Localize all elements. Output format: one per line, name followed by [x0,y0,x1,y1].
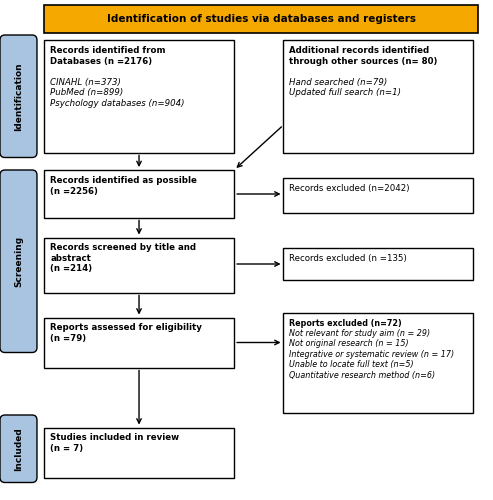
Text: (n =79): (n =79) [50,334,86,343]
Text: Identification of studies via databases and registers: Identification of studies via databases … [107,14,416,24]
Text: (n =2256): (n =2256) [50,186,98,196]
FancyBboxPatch shape [0,415,37,482]
FancyBboxPatch shape [0,170,37,352]
Text: Reports excluded (n=72): Reports excluded (n=72) [289,318,402,328]
Text: Hand searched (n=79): Hand searched (n=79) [289,78,387,86]
FancyBboxPatch shape [44,238,234,292]
FancyBboxPatch shape [44,318,234,368]
Text: Records screened by title and: Records screened by title and [50,244,196,252]
FancyBboxPatch shape [44,170,234,218]
FancyBboxPatch shape [0,35,37,158]
Text: PubMed (n=899): PubMed (n=899) [50,88,124,97]
FancyBboxPatch shape [44,5,478,32]
Text: (n = 7): (n = 7) [50,444,83,453]
Text: Unable to locate full text (n=5): Unable to locate full text (n=5) [289,360,414,370]
FancyBboxPatch shape [283,248,473,280]
Text: Integrative or systematic review (n = 17): Integrative or systematic review (n = 17… [289,350,455,359]
Text: CINAHL (n=373): CINAHL (n=373) [50,78,121,86]
Text: Records identified from: Records identified from [50,46,166,55]
Text: through other sources (n= 80): through other sources (n= 80) [289,56,438,66]
Text: Identification: Identification [14,62,23,130]
Text: Screening: Screening [14,236,23,287]
Text: (n =214): (n =214) [50,264,92,274]
FancyBboxPatch shape [283,178,473,212]
FancyBboxPatch shape [44,40,234,152]
Text: Not relevant for study aim (n = 29): Not relevant for study aim (n = 29) [289,329,430,338]
Text: Quantitative research method (n=6): Quantitative research method (n=6) [289,371,435,380]
Text: Databases (n =2176): Databases (n =2176) [50,56,152,66]
Text: Records excluded (n =135): Records excluded (n =135) [289,254,407,262]
Text: Additional records identified: Additional records identified [289,46,429,55]
FancyBboxPatch shape [283,312,473,412]
Text: abstract: abstract [50,254,91,263]
Text: Records excluded (n=2042): Records excluded (n=2042) [289,184,410,192]
Text: Not original research (n = 15): Not original research (n = 15) [289,340,409,348]
Text: Reports assessed for eligibility: Reports assessed for eligibility [50,324,202,332]
Text: Psychology databases (n=904): Psychology databases (n=904) [50,98,185,108]
Text: Studies included in review: Studies included in review [50,434,179,442]
Text: Records identified as possible: Records identified as possible [50,176,197,185]
FancyBboxPatch shape [44,428,234,478]
Text: Updated full search (n=1): Updated full search (n=1) [289,88,401,97]
Text: Included: Included [14,427,23,470]
FancyBboxPatch shape [283,40,473,152]
